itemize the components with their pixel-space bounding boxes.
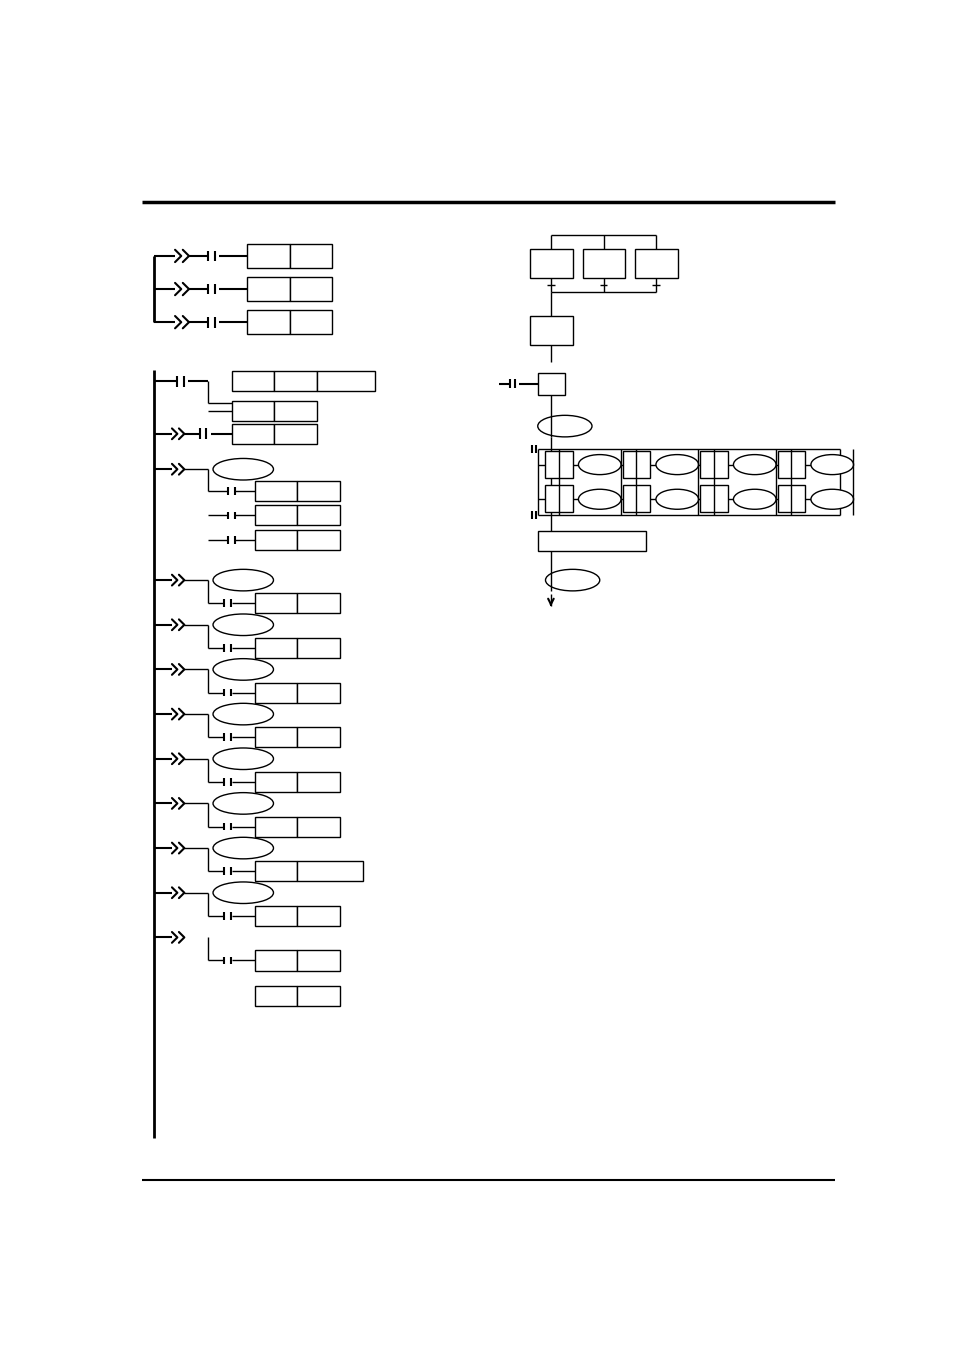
Ellipse shape [810,455,853,475]
Bar [635,248,678,278]
Ellipse shape [213,659,274,680]
Bar [297,861,363,882]
Bar [297,593,340,613]
Ellipse shape [537,416,592,437]
Bar [297,728,340,747]
Bar [290,243,332,269]
Ellipse shape [733,455,775,475]
Ellipse shape [733,489,775,509]
Bar [254,772,297,792]
Bar [274,424,316,444]
Bar [297,817,340,837]
Bar [254,531,297,549]
Bar [297,772,340,792]
Ellipse shape [578,489,620,509]
Bar [582,248,624,278]
Bar [254,950,297,971]
Bar [297,637,340,657]
Bar [232,371,274,392]
Bar [530,248,572,278]
Bar [537,531,645,551]
Bar [254,593,297,613]
Bar [545,486,572,513]
Bar [700,451,727,478]
Ellipse shape [213,837,274,859]
Bar [297,531,340,549]
Bar [274,371,316,392]
Bar [247,243,290,269]
Bar [254,906,297,926]
Bar [297,683,340,702]
Ellipse shape [213,614,274,636]
Bar [778,486,804,513]
Bar [297,950,340,971]
Ellipse shape [213,748,274,770]
Bar [290,310,332,335]
Ellipse shape [656,455,698,475]
Bar [254,637,297,657]
Bar [254,986,297,1006]
Bar [545,451,572,478]
Bar [778,451,804,478]
Bar [537,373,564,394]
Bar [254,505,297,525]
Bar [316,371,375,392]
Bar [254,481,297,501]
Bar [274,401,316,421]
Bar [247,310,290,335]
Bar [254,861,297,882]
Ellipse shape [578,455,620,475]
Bar [247,277,290,301]
Bar [232,424,274,444]
Bar [290,277,332,301]
Bar [232,401,274,421]
Bar [530,316,572,346]
Bar [297,481,340,501]
Bar [700,486,727,513]
Bar [297,986,340,1006]
Ellipse shape [656,489,698,509]
Ellipse shape [213,570,274,591]
Bar [622,451,649,478]
Bar [297,505,340,525]
Ellipse shape [213,459,274,481]
Ellipse shape [213,792,274,814]
Ellipse shape [213,882,274,903]
Bar [622,486,649,513]
Bar [254,817,297,837]
Bar [254,728,297,747]
Ellipse shape [545,570,599,591]
Bar [297,906,340,926]
Ellipse shape [213,703,274,725]
Bar [254,683,297,702]
Ellipse shape [810,489,853,509]
